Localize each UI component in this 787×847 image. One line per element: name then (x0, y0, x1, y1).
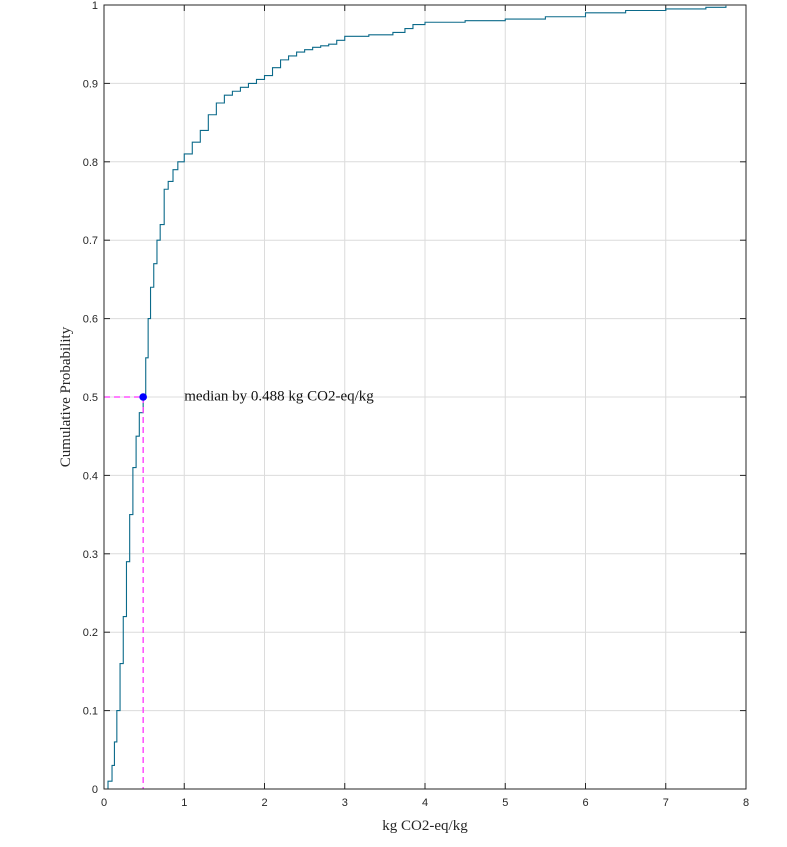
x-tick-label: 5 (502, 797, 508, 809)
x-tick-label: 4 (422, 797, 428, 809)
x-tick-label: 7 (663, 797, 669, 809)
x-tick-label: 0 (101, 797, 107, 809)
median-point (139, 393, 147, 401)
x-tick-label: 8 (743, 797, 749, 809)
y-tick-label: 0.4 (83, 470, 98, 482)
x-axis-label: kg CO2-eq/kg (382, 818, 468, 834)
y-tick-label: 0.8 (83, 157, 98, 169)
y-tick-label: 0.2 (83, 627, 98, 639)
series-layer (104, 5, 727, 790)
y-tick-label: 0.5 (83, 392, 98, 404)
x-tick-label: 1 (181, 797, 187, 809)
y-tick-label: 0.3 (83, 549, 98, 561)
cdf-series-line (104, 5, 727, 790)
axis-ticks: 0 1 2 3 4 5 6 7 8 0 0.1 0.2 0.3 0.4 0.5 0.6 0.7 0.8 0.9 1 (83, 0, 749, 809)
y-tick-label: 1 (92, 0, 98, 12)
x-tick-label: 2 (261, 797, 267, 809)
y-tick-label: 0.1 (83, 706, 98, 718)
x-tick-label: 3 (342, 797, 348, 809)
y-tick-label: 0 (92, 784, 98, 796)
plot-frame (103, 4, 747, 790)
y-tick-label: 0.9 (83, 78, 98, 90)
y-axis-label: Cumulative Probability (58, 326, 74, 467)
x-tick-label: 6 (582, 797, 588, 809)
grid-lines (103, 4, 747, 790)
median-annotation: median by 0.488 kg CO2-eq/kg (184, 388, 374, 404)
y-tick-label: 0.6 (83, 314, 98, 326)
median-layer (104, 393, 147, 789)
y-tick-label: 0.7 (83, 235, 98, 247)
